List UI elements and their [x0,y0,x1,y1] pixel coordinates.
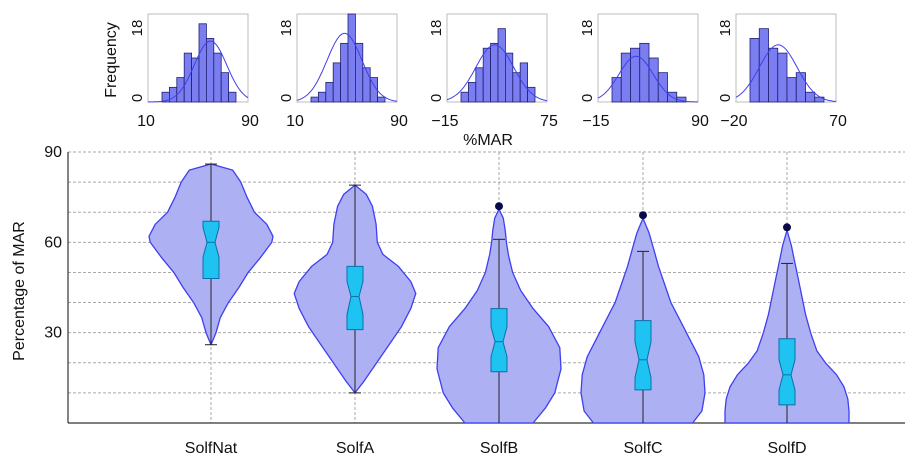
histogram-bar [377,96,386,103]
histogram-bar [795,72,806,103]
histogram-x-tick-label: 70 [829,113,847,130]
histogram-bar [198,23,207,103]
normal-curve [735,44,837,102]
notched-box [778,338,796,406]
histogram-row: 0 18 10 90 0 18 10 90 0 18 −15 75 0 18 −15 90 0 18 −20 70 Fr… [103,13,847,130]
category-label: SolfA [336,440,375,457]
normal-curve [446,44,548,102]
histogram-bar [786,77,797,103]
notched-box [346,265,364,331]
normal-curve [147,40,249,103]
histogram-bar [504,52,514,103]
category-label: SolfD [767,440,806,457]
violin-solfc [580,211,706,424]
violin-solfd [724,223,850,424]
notched-box [490,308,508,373]
histogram-panel-solfnat: 0 18 10 90 [129,13,259,130]
histogram-bar [332,62,342,103]
histogram-y-tick-label: 0 [579,94,596,102]
histogram-bar [639,42,650,103]
histogram-bar [490,42,499,103]
normal-curve [597,55,698,103]
outlier-point [783,223,791,232]
histogram-panel-solfc: 0 18 −15 90 [579,13,709,130]
notched-box [202,220,220,279]
histogram-y-tick-label: 18 [428,20,445,37]
histogram-bar [220,72,229,103]
histogram-y-tick-label: 18 [278,20,295,37]
violin-y-axis-label: Percentage of MAR [11,221,28,361]
histogram-panel-solfa: 0 18 10 90 [278,13,408,130]
outlier-point [495,202,503,211]
histogram-bar [362,67,371,103]
y-tick-label: 30 [44,325,62,342]
histogram-panel-solfd: 0 18 −20 70 [717,13,847,130]
histogram-y-tick-label: 0 [278,94,295,102]
histogram-bar [657,72,668,103]
histogram-bar [768,47,779,103]
histogram-y-tick-label: 18 [717,20,734,37]
histogram-x-tick-label: −20 [720,113,747,130]
category-label: SolfC [623,440,662,457]
histogram-bar [183,52,192,103]
histogram-bar [325,82,334,103]
histogram-x-tick-label: 75 [540,113,558,130]
histogram-x-axis-label: %MAR [463,132,513,149]
histogram-y-tick-label: 18 [579,20,596,37]
histogram-panel-solfb: 0 18 −15 75 [428,13,558,130]
category-label: SolfB [480,440,518,457]
histogram-y-axis-label: Frequency [103,22,120,98]
histogram-y-tick-label: 0 [428,94,445,102]
notched-box [634,320,652,391]
histogram-y-tick-label: 0 [129,94,146,102]
histogram-x-tick-label: −15 [582,113,609,130]
histogram-bar [777,52,788,103]
violin-solfb [436,202,562,424]
histogram-x-tick-label: 90 [691,113,709,130]
violin-solfa [293,184,417,394]
histogram-bar [482,47,492,103]
histogram-bar [176,77,185,103]
histogram-bar [497,28,506,103]
histogram-x-tick-label: 10 [286,113,304,130]
y-tick-label: 90 [44,144,62,161]
normal-curve [296,32,398,102]
histogram-bar [191,57,200,103]
histogram-bar [340,42,349,103]
histogram-bar [228,91,237,103]
histogram-bar [519,62,529,103]
violin-solfnat [148,163,274,346]
violin-chart: 30 60 90 SolfNat SolfA SolfB SolfC SolfD [44,144,905,457]
outlier-point [639,211,647,220]
histogram-bar [347,13,356,103]
histogram-x-tick-label: 90 [241,113,259,130]
histogram-y-tick-label: 18 [129,20,146,37]
histogram-bar [467,82,477,103]
histogram-bar [310,96,319,103]
histogram-x-tick-label: 10 [137,113,155,130]
histogram-bar [805,91,816,103]
histogram-x-tick-label: −15 [431,113,458,130]
histogram-x-tick-label: 90 [390,113,408,130]
y-tick-label: 60 [44,234,62,251]
histogram-bar [317,91,327,103]
category-label: SolfNat [185,440,238,457]
histogram-bar [205,38,215,103]
histogram-bar [460,91,469,103]
histogram-bar [354,42,364,103]
histogram-bar [475,67,484,103]
histogram-bar [527,86,536,103]
histogram-y-tick-label: 0 [717,94,734,102]
histogram-bar [611,77,622,103]
histogram-bar [168,86,178,103]
histogram-bar [213,52,222,103]
